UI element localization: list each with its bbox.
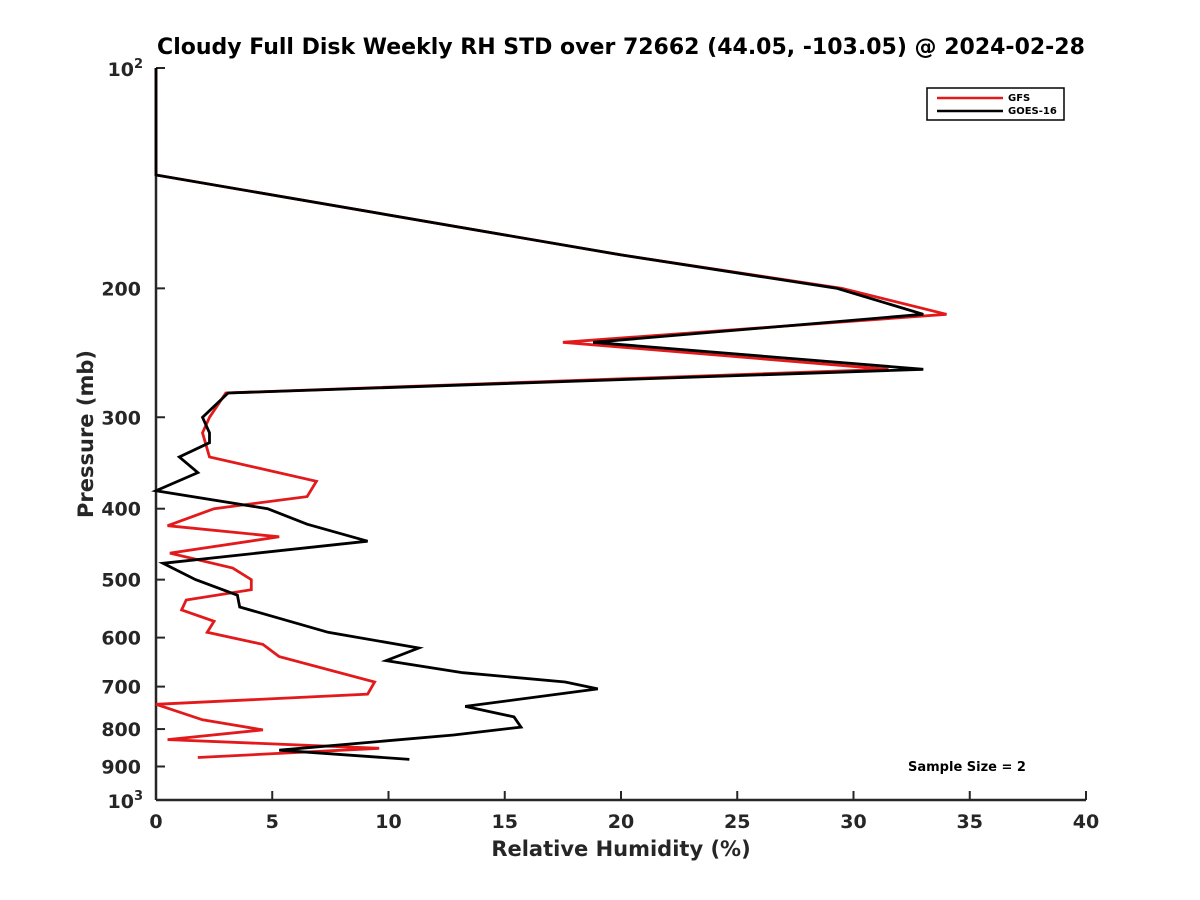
x-axis-ticks: 0 5 10 15 20 25 30 35 40 [149,791,1099,833]
legend-label-goes-16: GOES-16 [1008,106,1057,117]
x-tick-label: 5 [266,811,279,833]
x-tick-label: 40 [1073,811,1099,833]
x-tick-label: 15 [492,811,518,833]
x-axis-label: Relative Humidity (%) [491,837,750,861]
legend-box [926,87,1065,121]
legend: GFS GOES-16 [926,87,1065,121]
y-tick-label: 600 [101,628,141,650]
x-tick-label: 20 [608,811,634,833]
y-tick-label: 400 [101,499,141,521]
y-tick-label: 500 [101,570,141,592]
y-axis-ticks: 200 300 400 500 600 700 800 900 102 103 [101,57,165,813]
y-tick-label: 800 [101,719,141,741]
series-line-goes-16 [151,68,924,761]
legend-label-gfs: GFS [1008,93,1030,104]
x-tick-label: 35 [957,811,983,833]
y-tick-label: 200 [101,278,141,300]
chart-title: Cloudy Full Disk Weekly RH STD over 7266… [157,35,1085,60]
y-tick-label: 900 [101,757,141,779]
sample-size-annotation: Sample Size = 2 [908,760,1026,775]
x-tick-label: 0 [149,811,162,833]
y-tick-label: 700 [101,677,141,699]
x-tick-label: 25 [724,811,750,833]
y-axis-label: Pressure (mb) [74,350,98,518]
x-tick-label: 10 [375,811,401,833]
series-line-gfs [154,68,947,759]
x-tick-label: 30 [840,811,866,833]
plot-area [154,68,1086,802]
y-tick-label-top: 102 [108,57,144,81]
y-tick-label: 300 [101,407,141,429]
y-tick-label-bottom: 103 [108,789,144,813]
series-lines [151,68,947,761]
